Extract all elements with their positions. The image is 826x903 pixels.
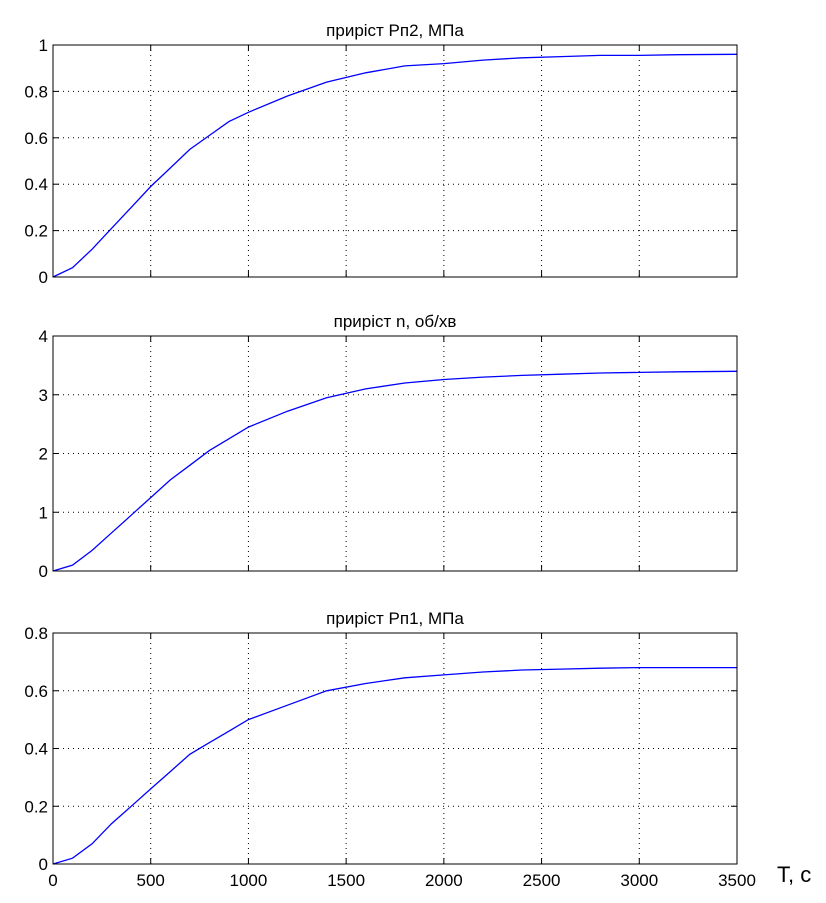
chart-1-ytick-label: 0 [39, 268, 48, 287]
chart-2-plot-area [53, 336, 737, 571]
chart-2-ytick-label: 3 [39, 386, 48, 405]
chart-3-ytick-label: 0.2 [24, 797, 48, 816]
chart-2-series-line [52, 370, 738, 572]
chart-1-ytick-label: 0.8 [24, 82, 48, 101]
chart-3-ytick-label: 0.6 [24, 682, 48, 701]
chart-1-plot-area [53, 45, 737, 277]
chart-3-ytick-label: 0.4 [24, 740, 48, 759]
chart-3-xtick-label: 2500 [523, 871, 561, 890]
chart-1-axes-box [52, 44, 738, 278]
chart-1-title: приріст Рп2, МПа [326, 21, 464, 40]
chart-1-ytick-label: 0.4 [24, 175, 48, 194]
chart-3-series-line [52, 666, 737, 865]
chart-3-ytick-label: 0 [39, 855, 48, 874]
chart-1-ytick-label: 0.6 [24, 129, 48, 148]
chart-1-series-line [52, 53, 738, 278]
chart-3-xtick-label: 3000 [620, 871, 658, 890]
chart-3-xtick-label: 2000 [425, 871, 463, 890]
chart-3-title: приріст Рп1, МПа [326, 609, 464, 628]
chart-3-ytick-label: 0.8 [24, 624, 48, 643]
chart-3-xtick-label: 500 [137, 871, 165, 890]
chart-2-title: приріст n, об/хв [334, 312, 457, 331]
chart-3-xtick-label: 1000 [230, 871, 268, 890]
chart-1-ytick-label: 1 [39, 36, 48, 55]
chart-2-ytick-label: 0 [39, 562, 48, 581]
chart-2-ytick-label: 4 [39, 327, 48, 346]
x-axis-unit-label: T, c [777, 862, 812, 887]
chart-2-ytick-label: 2 [39, 445, 48, 464]
chart-3-xtick-label: 0 [48, 871, 57, 890]
chart-3-xtick-label: 1500 [327, 871, 365, 890]
chart-2-ytick-label: 1 [39, 503, 48, 522]
chart-3-xtick-label: 3500 [718, 871, 756, 890]
chart-1-ytick-label: 0.2 [24, 222, 48, 241]
